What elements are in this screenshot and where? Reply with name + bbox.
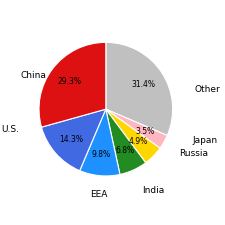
Wedge shape [106,42,173,135]
Text: Other: Other [194,85,220,94]
Wedge shape [106,109,167,148]
Text: 9.8%: 9.8% [92,150,111,159]
Text: China: China [20,71,46,80]
Text: 3.5%: 3.5% [136,127,155,136]
Text: U.S.: U.S. [1,125,19,134]
Text: 29.3%: 29.3% [58,77,82,86]
Wedge shape [39,42,106,127]
Text: India: India [143,186,165,195]
Text: 4.9%: 4.9% [128,137,148,146]
Text: EEA: EEA [90,190,108,199]
Text: Russia: Russia [179,149,208,158]
Wedge shape [80,109,120,176]
Text: Japan: Japan [193,136,218,145]
Wedge shape [41,109,106,171]
Wedge shape [106,109,146,174]
Text: 14.3%: 14.3% [60,135,84,144]
Wedge shape [106,109,160,163]
Text: 31.4%: 31.4% [132,80,156,89]
Text: 6.8%: 6.8% [115,146,134,155]
